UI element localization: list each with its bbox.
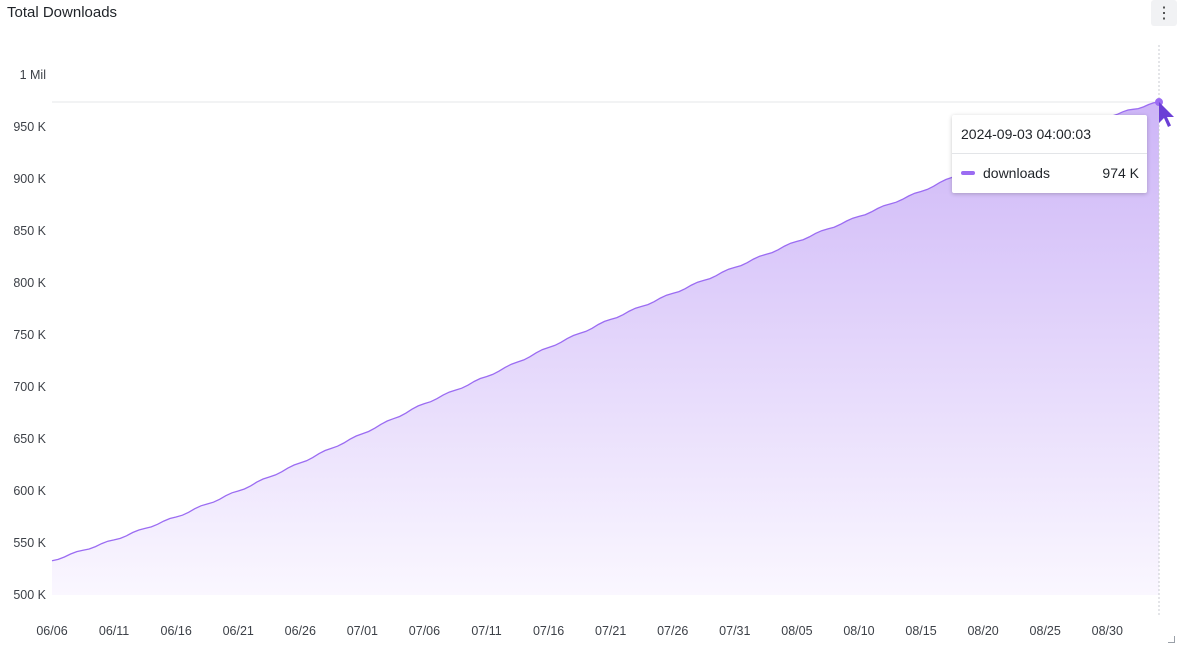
x-tick-label: 08/05 <box>781 624 812 638</box>
tooltip-divider <box>952 153 1147 154</box>
mouse-cursor-icon <box>1159 102 1174 128</box>
x-tick-label: 07/01 <box>347 624 378 638</box>
y-tick-label: 600 K <box>13 484 46 498</box>
x-tick-label: 07/16 <box>533 624 564 638</box>
x-tick-label: 07/06 <box>409 624 440 638</box>
x-tick-label: 06/06 <box>36 624 67 638</box>
x-tick-label: 06/26 <box>285 624 316 638</box>
tooltip-time: 2024-09-03 04:00:03 <box>961 126 1091 142</box>
x-tick-label: 08/25 <box>1030 624 1061 638</box>
x-tick-label: 08/30 <box>1092 624 1123 638</box>
tooltip: 2024-09-03 04:00:03 downloads 974 K <box>952 115 1147 193</box>
y-tick-label: 950 K <box>13 120 46 134</box>
y-tick-label: 550 K <box>13 536 46 550</box>
y-tick-label: 500 K <box>13 588 46 602</box>
y-tick-label: 700 K <box>13 380 46 394</box>
y-tick-label: 800 K <box>13 276 46 290</box>
x-tick-label: 08/15 <box>905 624 936 638</box>
y-axis: 1 Mil 950 K 900 K 850 K 800 K 750 K 700 K 650 K… <box>13 68 46 602</box>
y-tick-label: 750 K <box>13 328 46 342</box>
x-tick-label: 08/10 <box>843 624 874 638</box>
area-fill <box>52 102 1159 595</box>
x-tick-label: 07/21 <box>595 624 626 638</box>
y-tick-label: 850 K <box>13 224 46 238</box>
more-vertical-icon[interactable]: ⋮ <box>1151 0 1177 26</box>
y-tick-label: 1 Mil <box>20 68 46 82</box>
y-tick-label: 650 K <box>13 432 46 446</box>
x-tick-label: 07/26 <box>657 624 688 638</box>
y-tick-label: 900 K <box>13 172 46 186</box>
x-tick-label: 07/11 <box>471 624 501 638</box>
x-axis: 06/06 06/11 06/16 06/21 06/26 07/01 07/06 07/11… <box>36 624 1123 638</box>
series-swatch <box>961 171 975 175</box>
tooltip-series-name: downloads <box>983 165 1050 181</box>
x-tick-label: 07/31 <box>719 624 750 638</box>
tooltip-value: 974 K <box>1102 165 1139 181</box>
plot-area <box>51 45 1174 615</box>
x-tick-label: 08/20 <box>967 624 998 638</box>
x-tick-label: 06/21 <box>223 624 254 638</box>
resize-handle[interactable] <box>1168 636 1175 643</box>
panel-title: Total Downloads <box>7 4 118 21</box>
x-tick-label: 06/11 <box>99 624 129 638</box>
x-tick-label: 06/16 <box>161 624 192 638</box>
